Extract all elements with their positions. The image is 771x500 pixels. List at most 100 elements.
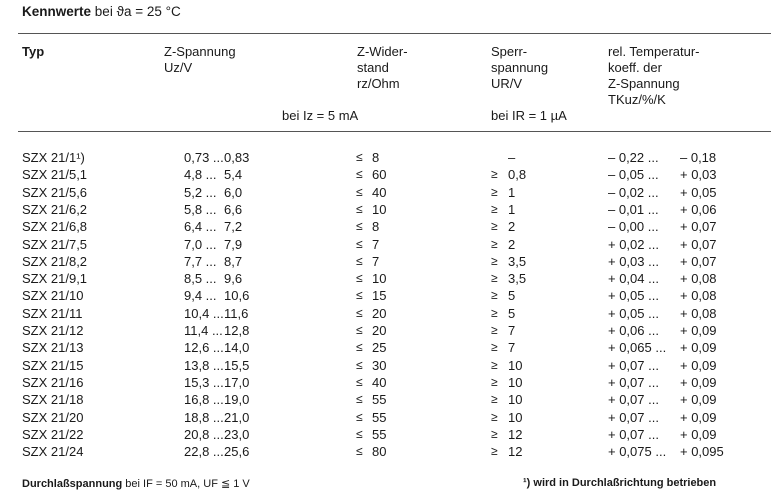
condition-ir: bei IR = 1 µA [491,108,567,123]
cell-ur: 10 [508,357,523,373]
cell-ur: 3,5 [508,253,527,269]
cell-uz-min: 20,8 ... [184,426,224,442]
cell-typ: SZX 21/8,2 [22,253,88,269]
cell-ur-sym: ≥ [491,444,498,459]
footer-bold: Durchlaßspannung [22,478,123,490]
cell-uz-min: 16,8 ... [184,392,224,408]
table-row: SZX 21/24 22,8 ... 25,6 ≤80 ≥12 + 0,075 ... + … [0,443,771,460]
cell-rz-sym: ≤ [356,444,363,459]
cell-uz-min: 12,6 ... [184,340,224,356]
header-rule [18,131,771,132]
cell-tk-max: + 0,095 [680,444,724,460]
cell-rz-sym: ≤ [356,323,363,337]
cell-typ: SZX 21/13 [22,340,84,356]
cell-tk-min: + 0,07 ... [608,392,659,408]
cell-tk-min: – 0,01 ... [608,201,659,217]
cell-rz: 55 [372,392,387,408]
cell-uz-min: 7,0 ... [184,236,217,252]
cell-tk-max: + 0,09 [680,392,717,408]
cell-uz-max: 14,0 [224,340,250,356]
cell-ur-sym: ≥ [491,184,498,199]
header-line: stand [357,60,389,75]
cell-ur-sym: ≥ [491,426,498,441]
cell-ur-sym: ≥ [491,357,498,372]
header-line: rz/Ohm [357,76,400,91]
cell-rz: 7 [372,236,380,252]
cell-ur: 0,8 [508,167,527,183]
cell-typ: SZX 21/10 [22,288,84,304]
cell-tk-min: – 0,22 ... [608,150,659,165]
cell-rz-sym: ≤ [356,288,363,303]
cell-uz-max: 15,5 [224,357,250,373]
table-row: SZX 21/15 13,8 ... 15,5 ≤30 ≥10 + 0,07 ... + 0… [0,357,771,374]
cell-tk-max: + 0,09 [680,374,717,390]
cell-rz: 20 [372,305,387,321]
cell-tk-min: – 0,05 ... [608,167,659,183]
cell-uz-max: 19,0 [224,392,250,408]
cell-rz-sym: ≤ [356,184,363,199]
cell-tk-max: – 0,18 [680,150,717,165]
cell-uz-min: 9,4 ... [184,288,217,304]
cell-tk-min: + 0,05 ... [608,305,659,321]
table-row: SZX 21/9,1 8,5 ... 9,6 ≤10 ≥3,5 + 0,04 ... + 0… [0,270,771,287]
cell-rz-sym: ≤ [356,219,363,234]
cell-ur: 1 [508,184,516,200]
header-line: Uz/V [164,60,193,75]
header-tk: rel. Temperatur- koeff. der Z-Spannung T… [608,44,700,108]
cell-uz-max: 21,0 [224,409,250,425]
cell-uz-min: 15,3 ... [184,374,224,390]
cell-uz-max: 6,0 [224,184,243,200]
cell-uz-min: 10,4 ... [184,305,224,321]
cell-tk-max: + 0,08 [680,271,717,287]
cell-typ: SZX 21/1¹) [22,150,85,165]
cell-typ: SZX 21/9,1 [22,271,88,287]
cell-rz-sym: ≤ [356,201,363,216]
cell-tk-max: + 0,09 [680,340,717,356]
cell-rz: 8 [372,150,380,165]
cell-ur: 2 [508,236,516,252]
cell-rz-sym: ≤ [356,150,363,164]
cell-tk-min: + 0,07 ... [608,426,659,442]
cell-ur: – [508,150,516,165]
cell-uz-max: 7,2 [224,219,243,235]
cell-typ: SZX 21/24 [22,444,84,460]
cell-rz-sym: ≤ [356,374,363,389]
cell-tk-max: + 0,09 [680,323,717,338]
cell-rz: 8 [372,219,380,235]
cell-uz-min: 7,7 ... [184,253,217,269]
cell-uz-max: 7,9 [224,236,243,252]
cell-tk-max: + 0,06 [680,201,717,217]
cell-tk-min: + 0,03 ... [608,253,659,269]
header-uz: Z-Spannung Uz/V [164,44,236,76]
table-row: SZX 21/5,6 5,2 ... 6,0 ≤40 ≥1 – 0,02 ... + 0,0… [0,184,771,201]
cell-tk-max: + 0,08 [680,288,717,304]
cell-rz-sym: ≤ [356,167,363,182]
cell-tk-min: + 0,04 ... [608,271,659,287]
cell-ur-sym: ≥ [491,271,498,286]
cell-ur-sym: ≥ [491,323,498,337]
cell-uz-min: 22,8 ... [184,444,224,460]
title-condition: bei ϑa = 25 °C [94,4,181,19]
cell-uz-max: 0,83 [224,150,250,165]
cell-rz: 7 [372,253,380,269]
cell-tk-min: + 0,065 ... [608,340,667,356]
cell-typ: SZX 21/5,1 [22,167,88,183]
table-row: SZX 21/22 20,8 ... 23,0 ≤55 ≥12 + 0,07 ... + 0… [0,426,771,443]
cell-typ: SZX 21/20 [22,409,84,425]
cell-tk-min: + 0,07 ... [608,374,659,390]
cell-rz-sym: ≤ [356,426,363,441]
cell-ur: 5 [508,288,516,304]
cell-uz-min: 18,8 ... [184,409,224,425]
header-line: Z-Spannung [608,76,680,91]
cell-ur-sym: ≥ [491,409,498,424]
table-row: SZX 21/8,2 7,7 ... 8,7 ≤7 ≥3,5 + 0,03 ... + 0,… [0,253,771,270]
table-row: SZX 21/16 15,3 ... 17,0 ≤40 ≥10 + 0,07 ... + 0… [0,374,771,391]
cell-uz-max: 12,8 [224,323,250,338]
cell-ur-sym: ≥ [491,340,498,355]
cell-ur: 2 [508,219,516,235]
cell-ur-sym: ≥ [491,219,498,234]
cell-rz-sym: ≤ [356,357,363,372]
cell-ur: 5 [508,305,516,321]
cell-ur-sym: ≥ [491,392,498,407]
table-row: SZX 21/6,8 6,4 ... 7,2 ≤8 ≥2 – 0,00 ... + 0,07 [0,218,771,235]
